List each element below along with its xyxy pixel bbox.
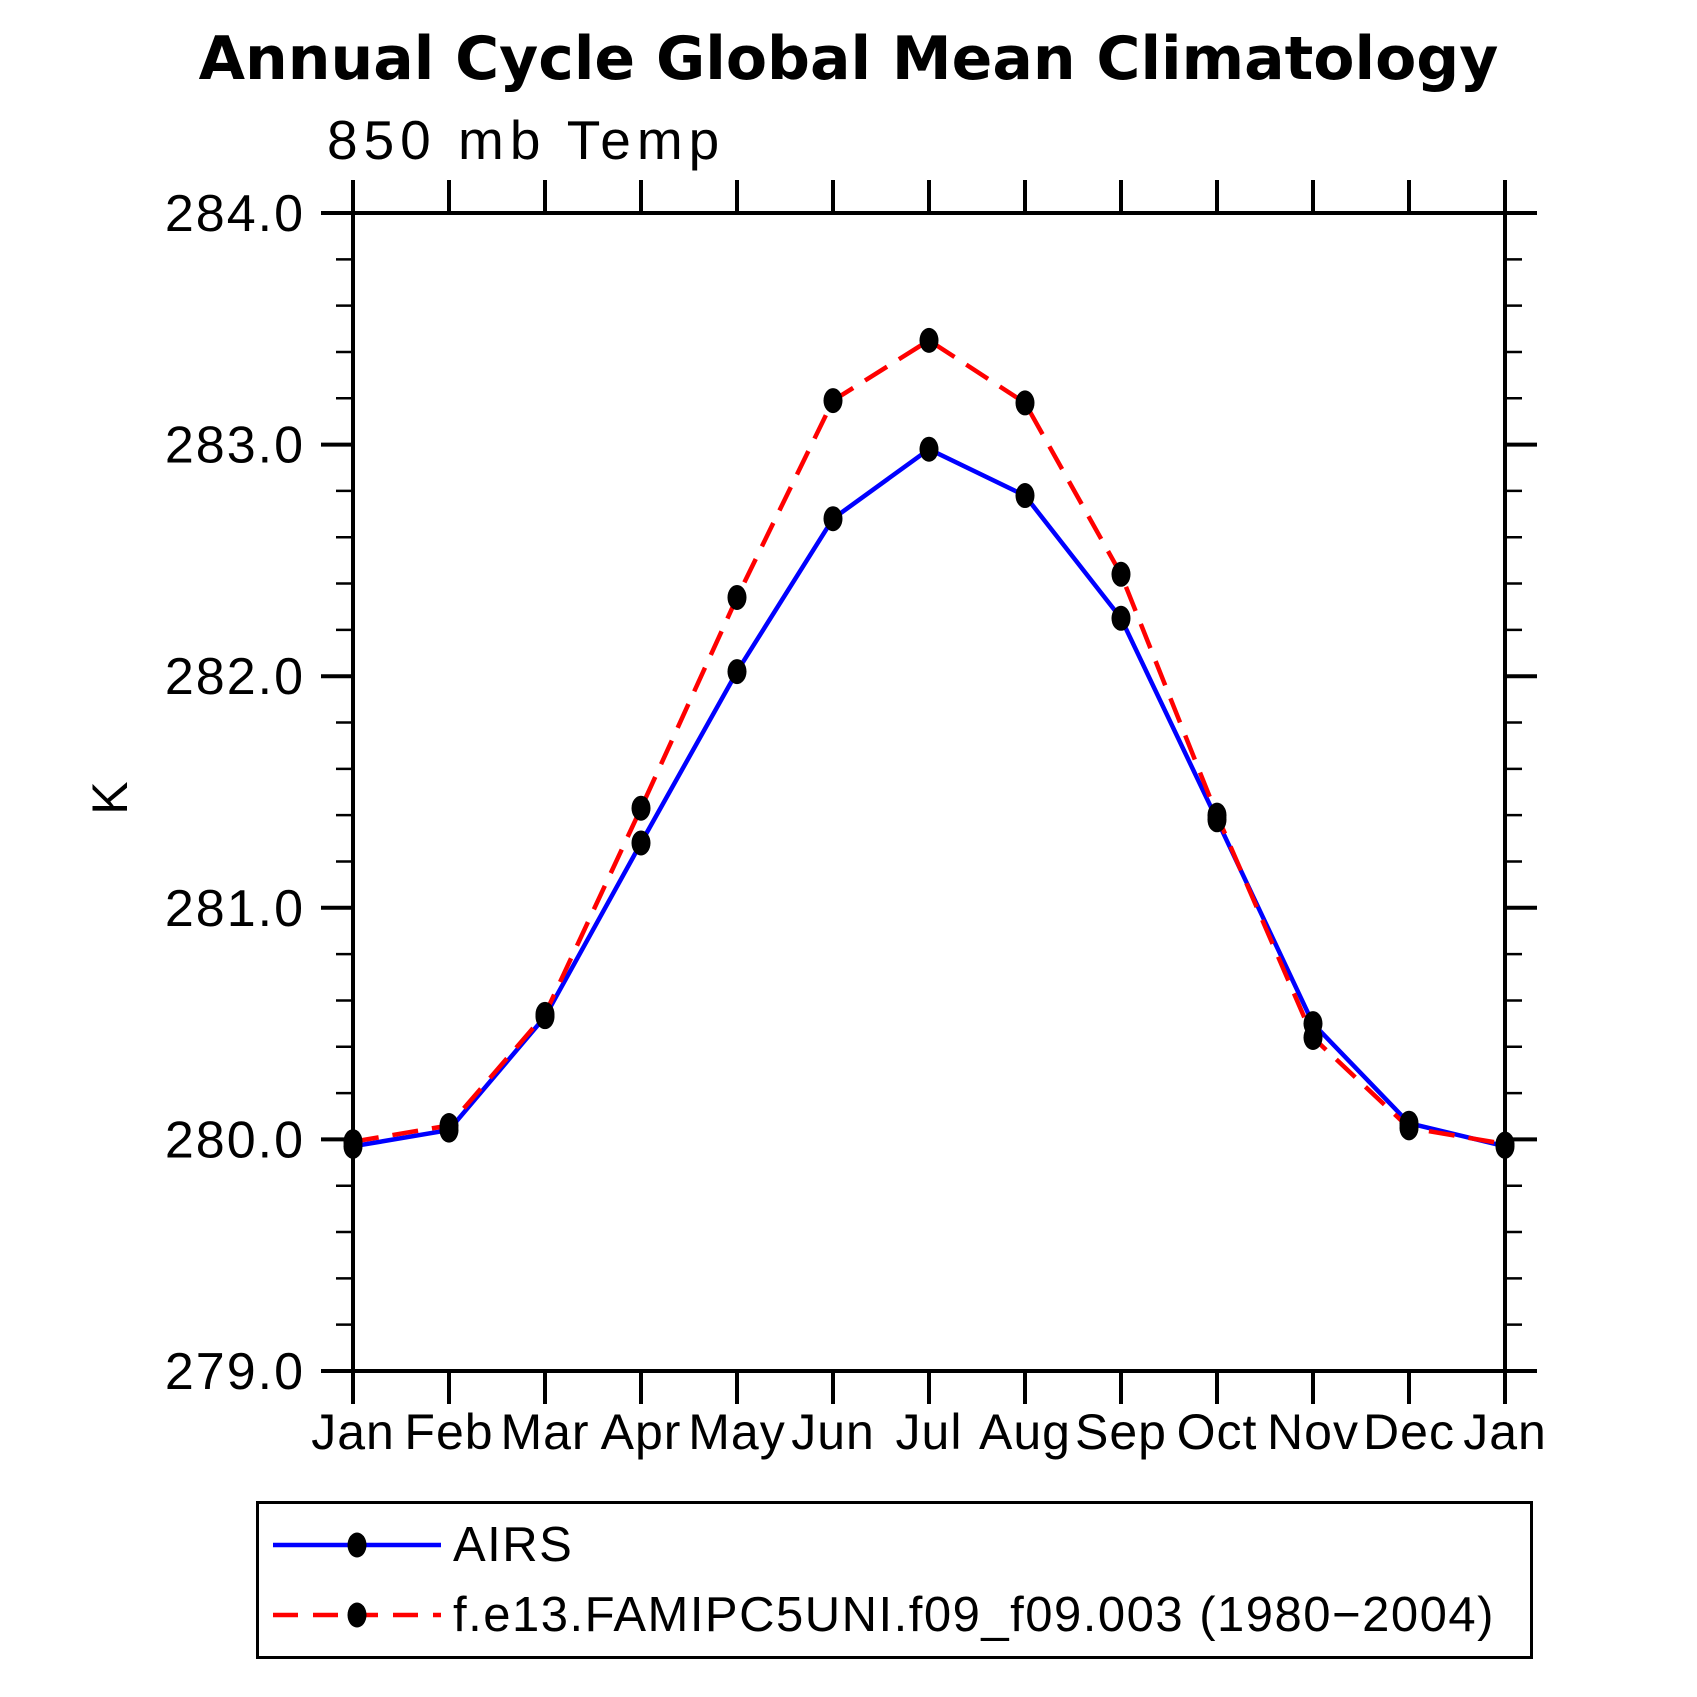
- x-tick-label: Jan: [1463, 1404, 1547, 1460]
- y-tick-label: 279.0: [165, 1343, 305, 1401]
- x-tick-label: Jun: [791, 1404, 875, 1460]
- data-point-marker: [1111, 561, 1131, 587]
- legend-marker-model: [347, 1602, 367, 1628]
- x-tick-label: May: [688, 1404, 785, 1460]
- x-tick-label: Jan: [311, 1404, 395, 1460]
- series-line: [352, 446, 1506, 1149]
- data-point-marker: [631, 830, 651, 856]
- plot-frame: [351, 211, 1507, 1373]
- data-point-marker: [823, 388, 843, 414]
- x-tick-label: Aug: [979, 1404, 1071, 1460]
- x-tick-label: Jul: [896, 1404, 963, 1460]
- x-tick-label: Nov: [1267, 1404, 1359, 1460]
- data-point-marker: [535, 1001, 555, 1027]
- x-tick-label: Sep: [1075, 1404, 1167, 1460]
- chart-subtitle: 850 mb Temp: [327, 109, 726, 171]
- x-tick-label: Mar: [500, 1404, 589, 1460]
- y-tick-label: 284.0: [165, 185, 305, 243]
- series-markers-model: [343, 327, 1515, 1157]
- y-axis-ticks: 279.0 280.0 281.0 282.0 283.0 284.0: [165, 185, 1537, 1401]
- legend-label-model: f.e13.FAMIPC5UNI.f09_f09.003 (1980−2004): [453, 1588, 1495, 1642]
- data-point-marker: [1495, 1131, 1515, 1157]
- legend-line-sample-model: [273, 1602, 441, 1628]
- data-point-marker: [1015, 390, 1035, 416]
- series-airs: [352, 446, 1506, 1149]
- legend-label-airs: AIRS: [453, 1518, 574, 1572]
- y-tick-label: 281.0: [165, 880, 305, 938]
- x-tick-label: Oct: [1177, 1404, 1258, 1460]
- data-point-marker: [727, 584, 747, 610]
- data-point-marker: [727, 659, 747, 685]
- x-tick-label: Apr: [601, 1404, 682, 1460]
- x-tick-label: Feb: [404, 1404, 493, 1460]
- y-tick-label: 282.0: [165, 648, 305, 706]
- data-point-marker: [1207, 802, 1227, 828]
- y-tick-label: 283.0: [165, 417, 305, 475]
- y-tick-label: 280.0: [165, 1111, 305, 1169]
- x-axis-ticks: Jan Feb Mar Apr May Jun Jul Aug Sep Oct Nov Dec Jan: [311, 180, 1547, 1460]
- data-point-marker: [823, 506, 843, 532]
- data-point-marker: [1015, 483, 1035, 509]
- data-point-marker: [439, 1113, 459, 1139]
- data-point-marker: [343, 1129, 363, 1155]
- legend-line-sample-airs: [273, 1532, 441, 1558]
- chart-title: Annual Cycle Global Mean Climatology: [198, 24, 1499, 94]
- data-point-marker: [919, 436, 939, 462]
- legend-box: AIRS f.e13.FAMIPC5UNI.f09_f09.003 (1980−…: [256, 1501, 1533, 1659]
- legend-marker-airs: [347, 1532, 367, 1558]
- data-point-marker: [1303, 1024, 1323, 1050]
- x-tick-label: Dec: [1363, 1404, 1455, 1460]
- data-point-marker: [631, 795, 651, 821]
- data-point-marker: [919, 327, 939, 353]
- legend-item-model: f.e13.FAMIPC5UNI.f09_f09.003 (1980−2004): [265, 1580, 1530, 1650]
- data-point-marker: [1111, 605, 1131, 631]
- data-point-marker: [1399, 1115, 1419, 1141]
- legend-item-airs: AIRS: [265, 1510, 1530, 1580]
